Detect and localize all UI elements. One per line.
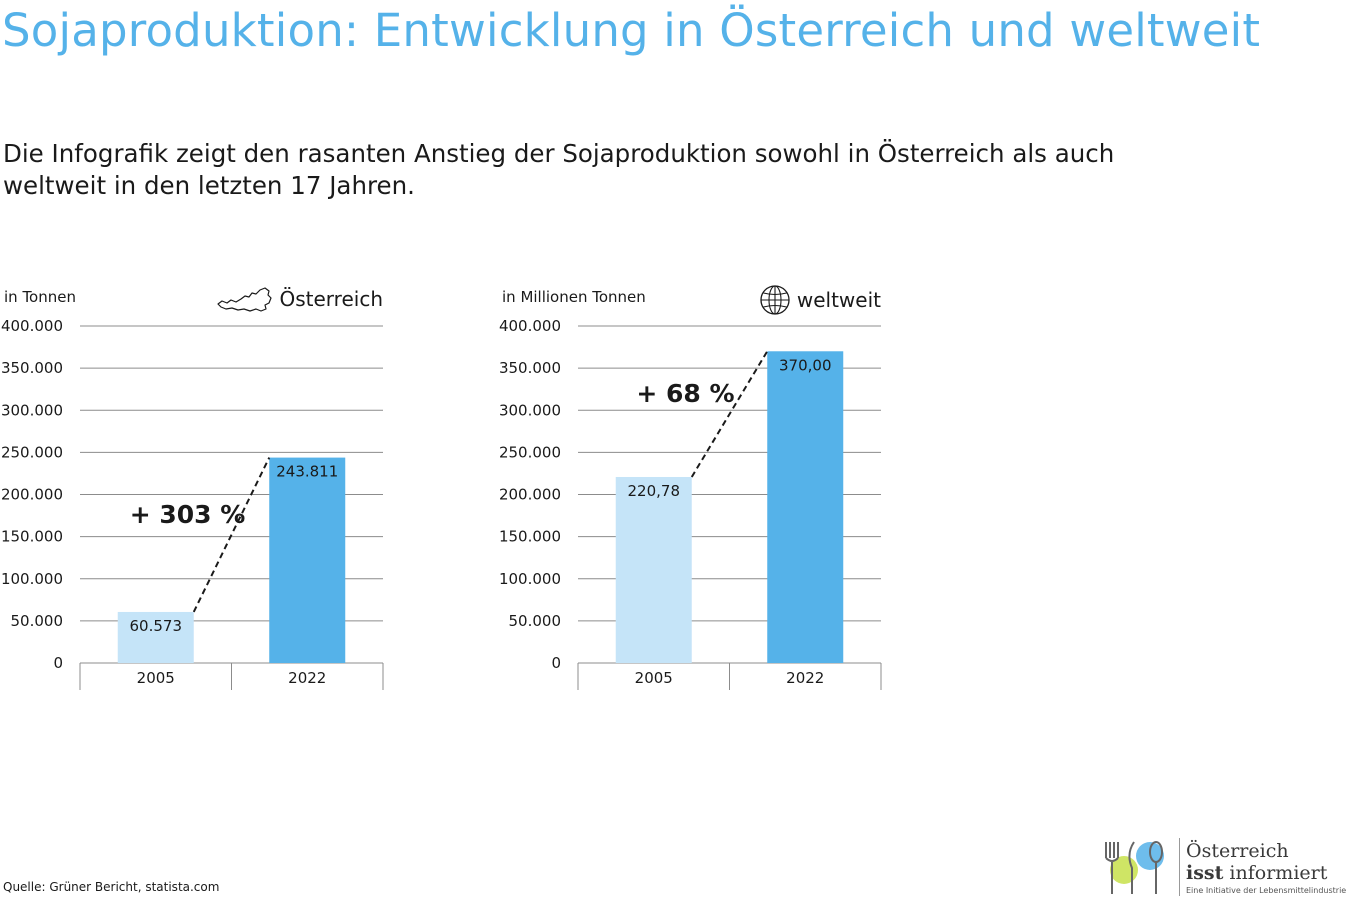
bar-value-label: 60.573 bbox=[130, 617, 183, 635]
chart-region-label: weltweit bbox=[796, 288, 881, 312]
chart-world: in Millionen Tonnen weltweit 0 50.000 100.… bbox=[498, 276, 978, 706]
y-tick-label: 200.000 bbox=[1, 486, 63, 504]
y-tick-label: 250.000 bbox=[1, 443, 63, 461]
y-tick-label: 0 bbox=[551, 654, 561, 672]
growth-dashed-line bbox=[192, 457, 271, 613]
x-tick-label: 2005 bbox=[635, 669, 673, 687]
y-tick-label: 350.000 bbox=[499, 359, 561, 377]
globe-icon bbox=[759, 284, 791, 316]
chart-region-header: weltweit bbox=[759, 284, 881, 316]
y-tick-label: 150.000 bbox=[1, 528, 63, 546]
bar-2022 bbox=[269, 457, 346, 663]
y-tick-label: 50.000 bbox=[509, 612, 562, 630]
page-subtitle: Die Infografik zeigt den rasanten Anstie… bbox=[3, 139, 1115, 200]
y-tick-label: 400.000 bbox=[1, 317, 63, 335]
growth-label: + 303 % bbox=[130, 500, 246, 529]
logo-line-2-rest: informiert bbox=[1223, 862, 1328, 884]
chart-austria-plot: 0 50.000 100.000 150.000 200.000 250.000 300.0… bbox=[1, 317, 384, 690]
x-tick-label: 2022 bbox=[786, 669, 824, 687]
y-tick-label: 100.000 bbox=[1, 570, 63, 588]
bar-2022 bbox=[767, 351, 844, 663]
y-tick-label: 150.000 bbox=[499, 528, 561, 546]
x-tick-label: 2005 bbox=[137, 669, 175, 687]
y-tick-label: 350.000 bbox=[1, 359, 63, 377]
bar-value-label: 370,00 bbox=[779, 356, 832, 374]
bar-2005 bbox=[117, 611, 194, 663]
y-tick-label: 300.000 bbox=[1, 401, 63, 419]
chart-region-label: Österreich bbox=[279, 287, 384, 311]
source-note: Quelle: Grüner Bericht, statista.com bbox=[3, 880, 220, 894]
x-tick-label: 2022 bbox=[288, 669, 326, 687]
y-tick-label: 250.000 bbox=[499, 443, 561, 461]
growth-label: + 68 % bbox=[636, 379, 734, 408]
chart-unit-label: in Tonnen bbox=[4, 288, 76, 306]
bar-2005 bbox=[615, 476, 692, 663]
logo: Österreich isst informiert Eine Initiati… bbox=[1096, 834, 1358, 900]
y-tick-label: 100.000 bbox=[499, 570, 561, 588]
growth-dashed-line bbox=[690, 350, 769, 478]
logo-line-2: isst informiert bbox=[1186, 862, 1327, 884]
chart-world-plot: 0 50.000 100.000 150.000 200.000 250.000 300.0… bbox=[499, 317, 882, 690]
austria-map-icon bbox=[216, 284, 274, 314]
y-tick-label: 400.000 bbox=[499, 317, 561, 335]
y-tick-label: 300.000 bbox=[499, 401, 561, 419]
chart-unit-label: in Millionen Tonnen bbox=[502, 288, 646, 306]
bar-value-label: 220,78 bbox=[628, 482, 681, 500]
bar-value-label: 243.811 bbox=[276, 463, 338, 481]
y-tick-label: 0 bbox=[53, 654, 63, 672]
page-title: Sojaproduktion: Entwicklung in Österreic… bbox=[2, 4, 1261, 57]
logo-line-2-bold: isst bbox=[1186, 862, 1224, 884]
logo-tagline: Eine Initiative der Lebensmittelindustri… bbox=[1186, 886, 1347, 895]
logo-cutlery-icon bbox=[1105, 841, 1164, 894]
chart-region-header: Österreich bbox=[216, 284, 384, 314]
y-tick-label: 50.000 bbox=[11, 612, 64, 630]
logo-line-1: Österreich bbox=[1186, 840, 1289, 862]
y-tick-label: 200.000 bbox=[499, 486, 561, 504]
logo-divider bbox=[1179, 838, 1180, 896]
chart-austria: in Tonnen Österreich 0 50.000 100.000 150.0… bbox=[0, 276, 480, 706]
